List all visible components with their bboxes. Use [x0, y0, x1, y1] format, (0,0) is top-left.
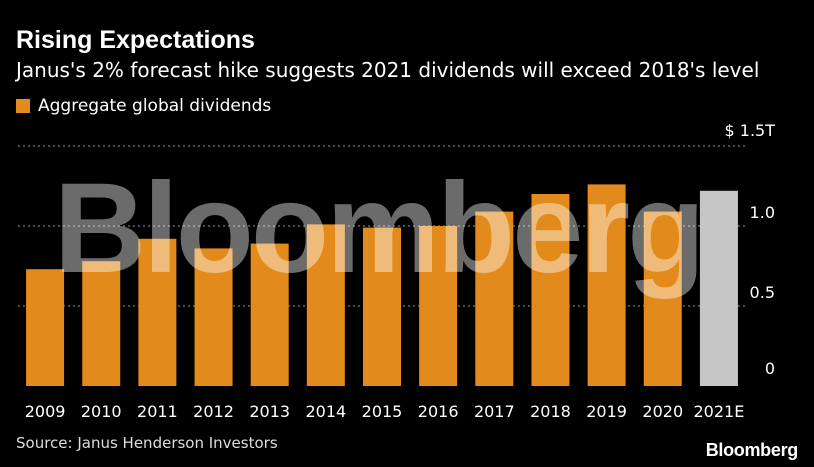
chart-title: Rising Expectations	[16, 26, 255, 54]
x-tick-label: 2009	[25, 402, 66, 421]
bar	[587, 184, 626, 386]
bar	[26, 269, 65, 386]
bar	[306, 224, 345, 386]
y-tick-label: 1.0	[750, 203, 775, 222]
brand-logo: Bloomberg	[705, 440, 799, 460]
bar	[475, 211, 514, 386]
legend-label: Aggregate global dividends	[38, 96, 272, 116]
bar-estimate	[699, 190, 738, 386]
x-tick-label: 2021E	[694, 402, 745, 421]
bar	[82, 261, 121, 386]
legend-swatch	[16, 99, 30, 113]
x-tick-label: 2015	[362, 402, 403, 421]
x-tick-label: 2018	[530, 402, 571, 421]
x-tick-label: 2019	[586, 402, 627, 421]
x-tick-label: 2013	[249, 402, 290, 421]
x-tick-label: 2011	[137, 402, 178, 421]
source-note: Source: Janus Henderson Investors	[16, 434, 278, 452]
bar	[194, 248, 233, 386]
bar	[363, 227, 401, 386]
x-tick-label: 2016	[418, 402, 459, 421]
chart-subtitle: Janus's 2% forecast hike suggests 2021 d…	[16, 58, 760, 82]
x-tick-label: 2017	[474, 402, 515, 421]
bar	[643, 211, 682, 386]
legend: Aggregate global dividends	[16, 96, 271, 116]
bar	[419, 226, 458, 386]
bar-layer	[26, 184, 738, 386]
bar	[250, 243, 289, 386]
label-layer: 0 0.5 1.0 $ 1.5T 2009 2010 2011 2012 2013 2014 201…	[25, 121, 776, 421]
y-tick-label: 0.5	[750, 283, 775, 302]
x-tick-label: 2010	[81, 402, 122, 421]
x-tick-label: 2020	[642, 402, 683, 421]
watermark-logo: Bloomberg	[54, 157, 703, 300]
y-tick-label: 0	[765, 359, 775, 378]
x-tick-label: 2014	[305, 402, 346, 421]
x-tick-label: 2012	[193, 402, 234, 421]
y-tick-label: $ 1.5T	[725, 121, 776, 140]
bar	[531, 194, 570, 386]
bar	[138, 238, 177, 386]
